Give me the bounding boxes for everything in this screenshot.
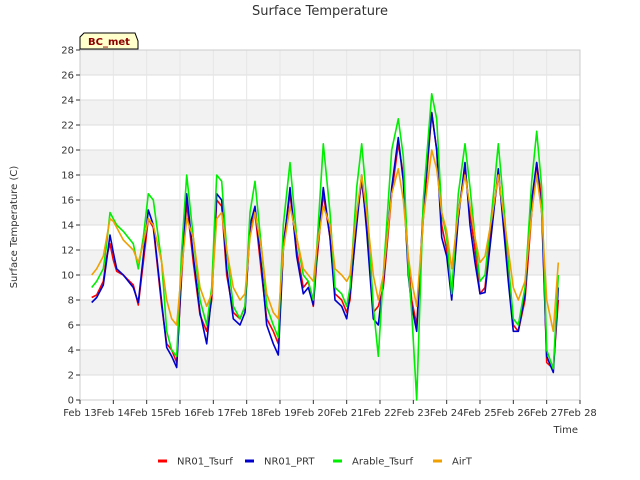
x-tick-label: Feb 28 xyxy=(563,408,597,419)
plot-band xyxy=(80,350,580,375)
x-tick-label: Feb 19 xyxy=(263,408,297,419)
x-tick-label: Feb 13 xyxy=(63,408,97,419)
y-tick-label: 0 xyxy=(68,396,74,407)
legend-label: NR01_Tsurf xyxy=(177,457,233,468)
badge-label: BC_met xyxy=(88,37,130,48)
x-tick-label: Feb 23 xyxy=(397,408,431,419)
plot-band xyxy=(80,150,580,175)
legend-label: AirT xyxy=(452,457,473,468)
y-tick-label: 20 xyxy=(61,146,74,157)
series-line-airt xyxy=(91,149,560,333)
plot-band xyxy=(80,50,580,75)
legend-label: Arable_Tsurf xyxy=(352,457,413,468)
x-tick-label: Feb 18 xyxy=(230,408,264,419)
y-tick-label: 8 xyxy=(68,296,74,307)
x-tick-label: Feb 14 xyxy=(97,408,131,419)
plot-band xyxy=(80,100,580,125)
x-axis-ticks: Feb 13 Feb 14 Feb 15 Feb 16 Feb 17 Feb 18 Feb … xyxy=(63,400,597,419)
x-tick-label: Feb 27 xyxy=(530,408,564,419)
y-tick-label: 18 xyxy=(61,171,74,182)
x-tick-label: Feb 20 xyxy=(297,408,331,419)
legend: NR01_Tsurf NR01_PRT Arable_Tsurf AirT xyxy=(158,457,473,468)
y-tick-label: 12 xyxy=(61,246,74,257)
y-tick-label: 26 xyxy=(61,71,74,82)
badge: BC_met xyxy=(79,32,139,50)
y-tick-label: 28 xyxy=(61,46,74,57)
series-lines xyxy=(91,93,560,401)
x-tick-label: Feb 16 xyxy=(163,408,197,419)
plot-band xyxy=(80,250,580,275)
chart-title: Surface Temperature xyxy=(252,4,388,19)
x-tick-label: Feb 24 xyxy=(430,408,464,419)
series-line-arable-tsurf xyxy=(91,93,560,401)
legend-label: NR01_PRT xyxy=(264,457,315,468)
x-tick-label: Feb 22 xyxy=(363,408,397,419)
y-tick-label: 6 xyxy=(68,321,74,332)
y-tick-label: 16 xyxy=(61,196,74,207)
y-tick-label: 4 xyxy=(68,346,74,357)
x-tick-label: Feb 25 xyxy=(463,408,497,419)
y-tick-label: 2 xyxy=(68,371,74,382)
y-tick-label: 10 xyxy=(61,271,74,282)
badge-shape xyxy=(79,32,139,50)
y-tick-label: 22 xyxy=(61,121,74,132)
y-tick-label: 24 xyxy=(61,96,74,107)
x-tick-label: Feb 17 xyxy=(197,408,231,419)
y-tick-label: 14 xyxy=(61,221,74,232)
y-axis-label: Surface Temperature (C) xyxy=(9,166,20,289)
x-tick-label: Feb 26 xyxy=(497,408,531,419)
x-tick-label: Feb 21 xyxy=(330,408,364,419)
x-axis-label: Time xyxy=(553,425,578,436)
x-tick-label: Feb 15 xyxy=(130,408,164,419)
series-line-nr01-prt xyxy=(91,111,560,374)
plot-band xyxy=(80,300,580,325)
